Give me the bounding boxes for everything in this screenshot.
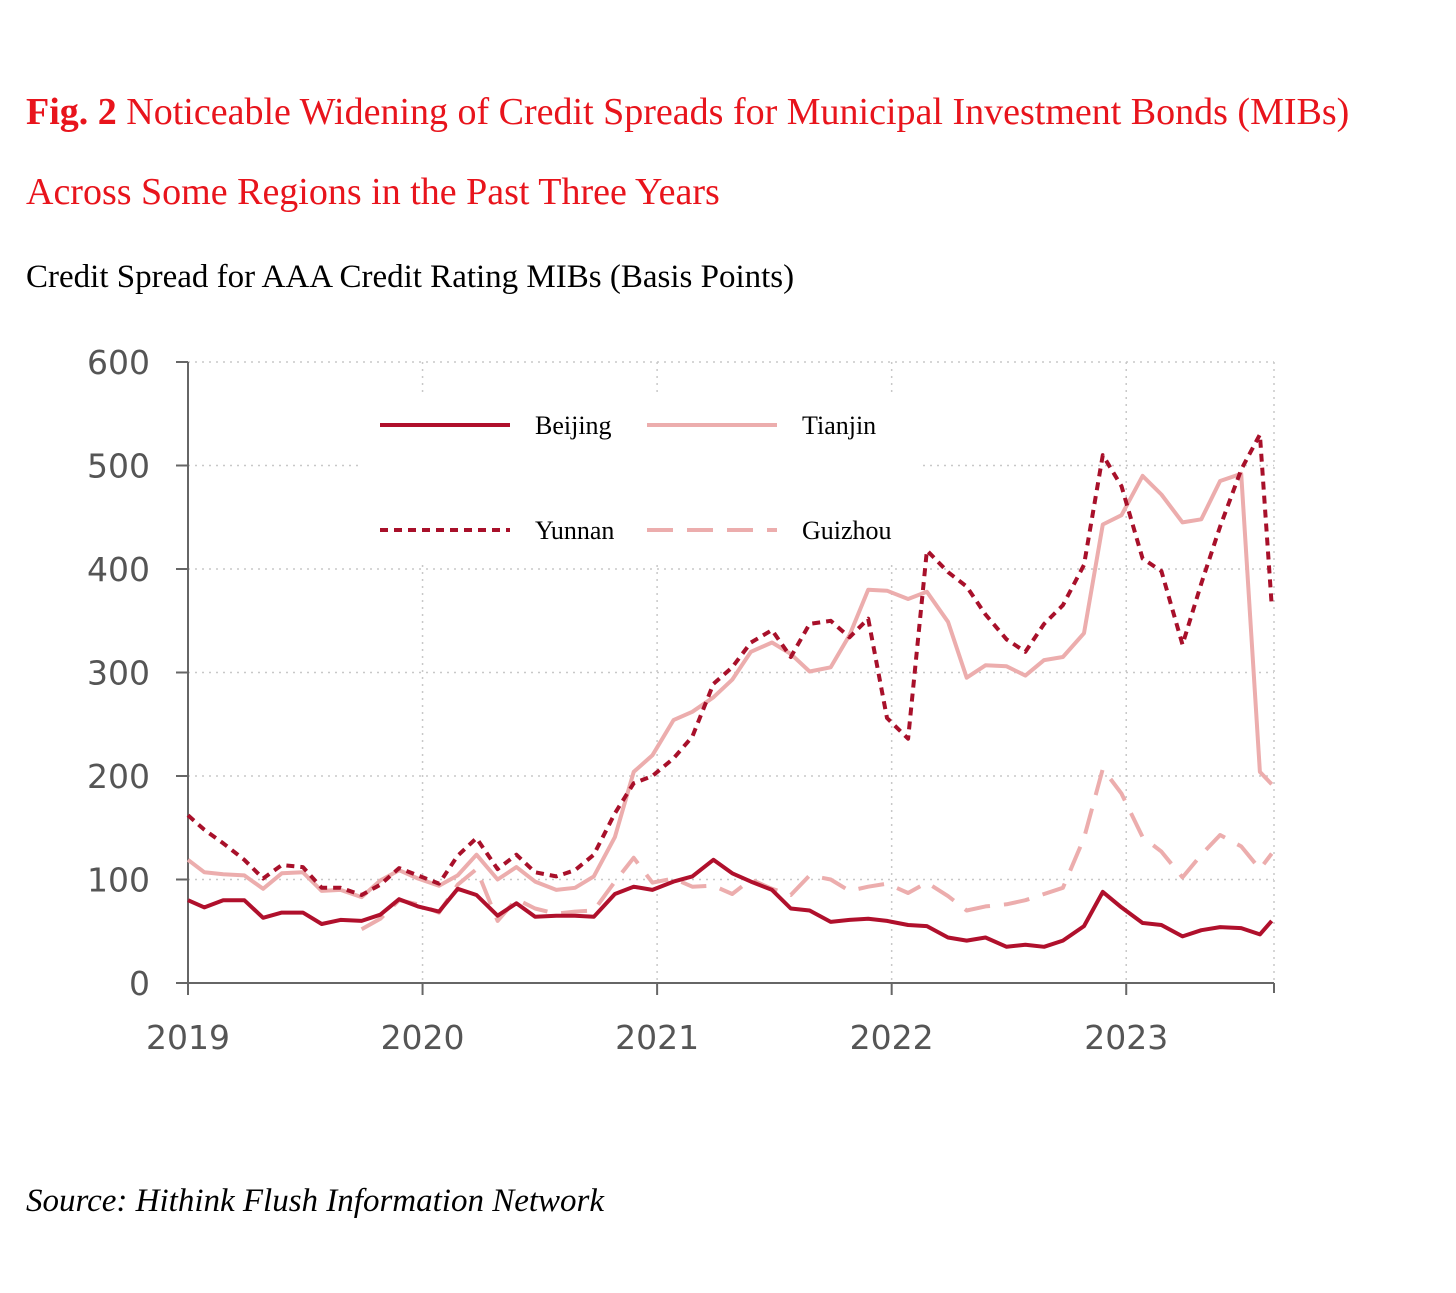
figure-label: Fig. 2	[26, 91, 117, 133]
x-tick-label: 2019	[146, 1018, 230, 1057]
legend-label-tianjin: Tianjin	[802, 411, 876, 440]
legend-label-yunnan: Yunnan	[535, 516, 614, 545]
y-tick-label: 500	[87, 447, 150, 486]
legend-label-beijing: Beijing	[535, 411, 612, 440]
x-tick-label: 2022	[850, 1018, 934, 1057]
legend-label-guizhou: Guizhou	[802, 516, 892, 545]
y-tick-label: 200	[87, 757, 150, 796]
figure-title-text: Noticeable Widening of Credit Spreads fo…	[26, 91, 1350, 213]
y-tick-label: 600	[87, 343, 150, 382]
source-note: Source: Hithink Flush Information Networ…	[26, 1183, 605, 1219]
y-tick-label: 300	[87, 654, 150, 693]
y-tick-label: 100	[87, 861, 150, 900]
series-line-tianjin	[186, 471, 1274, 900]
chart-subtitle: Credit Spread for AAA Credit Rating MIBs…	[26, 259, 795, 295]
figure-title: Fig. 2 Noticeable Widening of Credit Spr…	[26, 72, 1426, 232]
series-line-beijing	[187, 857, 1274, 949]
y-tick-label: 400	[87, 550, 150, 589]
x-tick-label: 2023	[1084, 1018, 1168, 1057]
y-tick-label: 0	[129, 964, 150, 1003]
x-tick-label: 2020	[381, 1018, 465, 1057]
x-tick-label: 2021	[615, 1018, 699, 1057]
series-line-guizhou	[360, 766, 1274, 931]
